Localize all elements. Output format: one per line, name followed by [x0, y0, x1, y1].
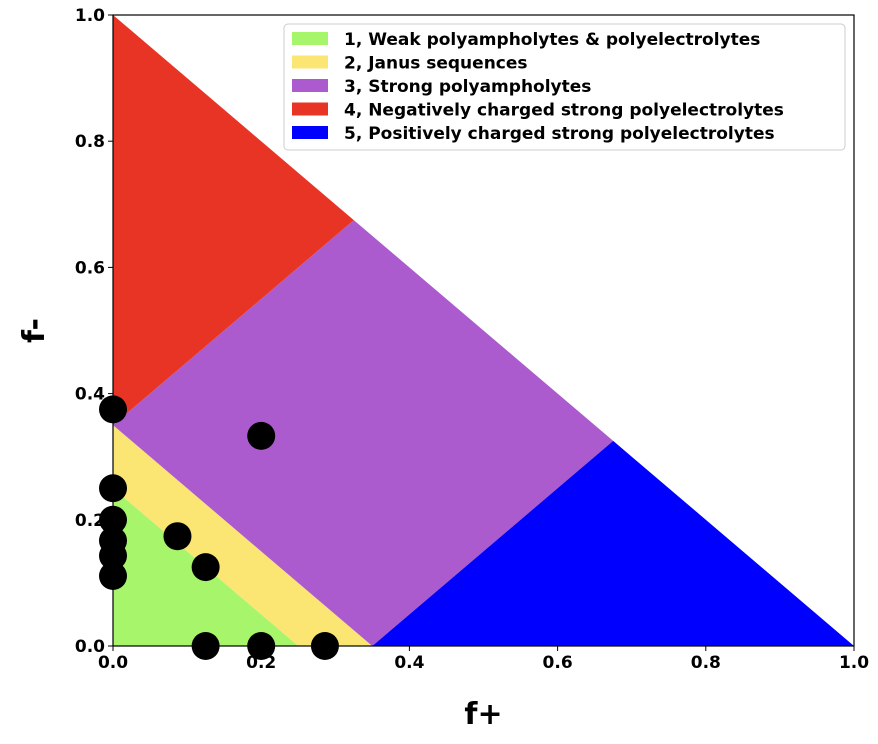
y-tick-label: 0.2: [75, 511, 105, 531]
legend-swatch: [292, 126, 328, 139]
data-point: [191, 553, 220, 582]
y-axis-label: f-: [17, 318, 52, 343]
legend-entry: 3, Strong polyampholytes: [344, 77, 591, 97]
y-tick-label: 0.4: [75, 385, 105, 405]
phase-regions: [113, 15, 854, 646]
legend-swatch: [292, 32, 328, 45]
x-tick-label: 0.8: [691, 653, 721, 673]
region-5: [372, 440, 854, 646]
legend-swatch: [292, 102, 328, 116]
legend-entry: 1, Weak polyampholytes & polyelectrolyte…: [344, 30, 760, 50]
legend: 1, Weak polyampholytes & polyelectrolyte…: [283, 23, 846, 151]
region-3: [113, 220, 614, 646]
region-2: [113, 425, 373, 646]
x-tick-label: 0.2: [246, 653, 276, 673]
y-tick-label: 0.6: [75, 258, 105, 278]
legend-entry: 5, Positively charged strong polyelectro…: [344, 124, 775, 144]
y-axis-ticks: 0.0 0.2 0.4 0.6 0.8 1.0: [75, 6, 113, 657]
x-axis-ticks: 0.0 0.2 0.4 0.6 0.8 1.0: [98, 646, 869, 673]
legend-box: [283, 23, 846, 151]
legend-entry: 2, Janus sequences: [344, 54, 528, 74]
x-tick-label: 0.4: [394, 653, 424, 673]
x-tick-label: 1.0: [839, 653, 869, 673]
plot-frame: [112, 14, 855, 647]
data-point: [247, 421, 276, 450]
legend-swatch: [292, 79, 328, 92]
y-tick-label: 0.0: [75, 637, 105, 657]
data-point: [163, 522, 192, 551]
legend-swatch: [292, 55, 328, 69]
x-tick-label: 0.6: [543, 653, 573, 673]
region-4: [113, 15, 354, 426]
data-points: [99, 395, 339, 660]
x-tick-label: 0.0: [98, 653, 128, 673]
y-tick-label: 1.0: [75, 6, 105, 26]
legend-entry: 4, Negatively charged strong polyelectro…: [344, 101, 784, 121]
x-axis-label: f+: [464, 697, 502, 732]
y-tick-label: 0.8: [75, 132, 105, 152]
